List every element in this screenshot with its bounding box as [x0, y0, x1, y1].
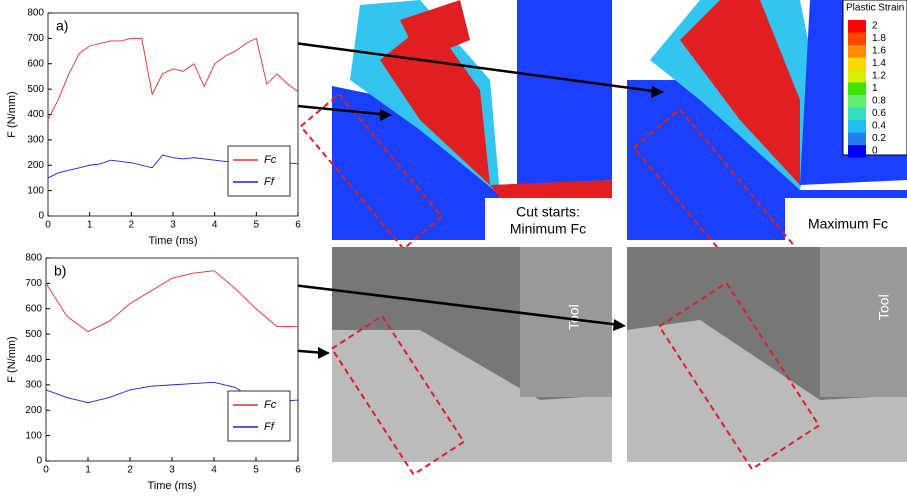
y-tick-label: 0	[36, 456, 42, 467]
y-tick-label: 700	[25, 278, 42, 289]
colorbar-swatch	[848, 45, 866, 58]
photo-left	[330, 247, 612, 476]
y-tick-label: 100	[27, 185, 44, 196]
legend-label: Fc	[264, 154, 277, 166]
colorbar-swatch	[848, 70, 866, 83]
y-tick-label: 800	[27, 8, 44, 19]
legend-label: Fc	[264, 399, 277, 411]
colorbar-swatch	[848, 82, 866, 95]
x-tick-label: 2	[127, 465, 133, 476]
y-tick-label: 600	[27, 58, 44, 69]
colorbar-swatch	[848, 107, 866, 120]
y-tick-label: 300	[27, 135, 44, 146]
x-tick-label: 0	[43, 465, 49, 476]
minimum-label: Minimum Fc	[510, 221, 586, 237]
colorbar-label: 1	[872, 83, 878, 94]
photo-right	[627, 247, 907, 471]
x-tick-label: 4	[212, 220, 218, 231]
tool-label: Tool	[876, 294, 892, 320]
x-tick-label: 3	[169, 465, 175, 476]
y-tick-label: 200	[25, 405, 42, 416]
x-tick-label: 5	[253, 465, 259, 476]
colorbar-title: Plastic Strain	[846, 3, 904, 14]
colorbar-label: 0.2	[872, 133, 886, 144]
x-tick-label: 6	[295, 465, 301, 476]
colorbar-label: 0.6	[872, 108, 886, 119]
legend	[227, 390, 291, 442]
y-tick-label: 600	[25, 303, 42, 314]
x-tick-label: 3	[170, 220, 176, 231]
y-axis-label: F (N/mm)	[6, 336, 18, 382]
x-tick-label: 2	[129, 220, 135, 231]
x-tick-label: 0	[45, 220, 51, 231]
tool-label: Tool	[566, 304, 582, 330]
colorbar-label: 0	[872, 146, 878, 157]
colorbar-swatch	[848, 32, 866, 45]
colorbar-swatch	[848, 95, 866, 108]
fem-left	[299, 0, 612, 251]
x-axis-label: Time (ms)	[148, 235, 197, 247]
maximum-label: Maximum Fc	[808, 216, 888, 232]
y-tick-label: 500	[25, 329, 42, 340]
y-axis-label: F (N/mm)	[6, 91, 18, 137]
colorbar-swatch	[848, 20, 866, 33]
y-tick-label: 100	[25, 430, 42, 441]
colorbar-label: 1.2	[872, 71, 886, 82]
y-tick-label: 700	[27, 33, 44, 44]
x-tick-label: 4	[211, 465, 217, 476]
y-tick-label: 200	[27, 160, 44, 171]
y-tick-label: 800	[25, 253, 42, 264]
x-axis-label: Time (ms)	[147, 480, 196, 492]
y-tick-label: 300	[25, 380, 42, 391]
series-line	[47, 37, 299, 120]
colorbar-swatch	[848, 132, 866, 145]
colorbar-label: 1.4	[872, 58, 886, 69]
x-tick-label: 1	[87, 220, 93, 231]
y-tick-label: 400	[25, 354, 42, 365]
colorbar-label: 2	[872, 21, 878, 32]
x-tick-label: 6	[295, 220, 301, 231]
colorbar-label: 0.4	[872, 121, 886, 132]
y-tick-label: 0	[38, 211, 44, 222]
colorbar-swatch	[848, 120, 866, 133]
x-tick-label: 5	[254, 220, 260, 231]
colorbar-swatch	[848, 57, 866, 70]
legend-label: Ff	[264, 421, 275, 433]
y-tick-label: 500	[27, 84, 44, 95]
legend-label: Ff	[264, 176, 275, 188]
legend	[227, 145, 291, 197]
arrow-heads	[318, 86, 664, 359]
series-line	[45, 270, 298, 333]
colorbar-swatch	[848, 145, 866, 158]
colorbar-label: 1.6	[872, 46, 886, 57]
colorbar-label: 0.8	[872, 96, 886, 107]
cut-starts: Cut starts:	[516, 204, 580, 220]
panel-label: b)	[54, 263, 66, 279]
y-tick-label: 400	[27, 109, 44, 120]
panel-label: a)	[56, 18, 68, 34]
x-tick-label: 1	[85, 465, 91, 476]
colorbar: Plastic Strain 21.8 1.61.4 1.21 0.80.6 0.40.2…	[842, 0, 907, 158]
colorbar-label: 1.8	[872, 33, 886, 44]
